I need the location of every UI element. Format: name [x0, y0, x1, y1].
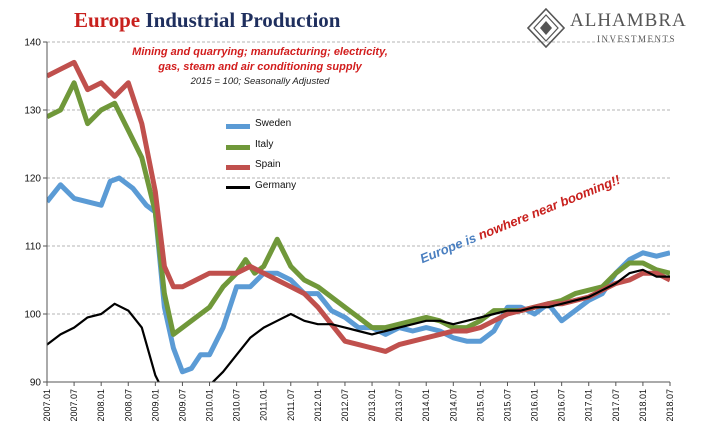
subtitle-line-1: Mining and quarrying; manufacturing; ele…	[132, 46, 388, 58]
logo-name: ALHAMBRA	[570, 10, 687, 31]
legend-label-sweden: Sweden	[255, 118, 292, 129]
legend-swatch-germany	[226, 185, 250, 189]
logo-tagline: INVESTMENTS	[597, 34, 676, 44]
x-tick-label: 2015.07	[502, 389, 512, 422]
x-tick-label: 2014.01	[421, 389, 431, 422]
x-tick-label: 2017.01	[584, 389, 594, 422]
x-tick-label: 2010.01	[205, 389, 215, 422]
y-tick-label: 140	[24, 38, 41, 49]
x-tick-label: 2018.01	[638, 389, 648, 422]
x-tick-label: 2014.07	[448, 389, 458, 422]
y-tick-label: 130	[24, 106, 41, 117]
x-tick-label: 2010.07	[232, 389, 242, 422]
x-tick-label: 2013.01	[367, 389, 377, 422]
series-line-sweden	[47, 175, 670, 375]
chart-subtitle: Mining and quarrying; manufacturing; ele…	[80, 45, 440, 75]
x-tick-label: 2018.07	[665, 389, 675, 422]
x-tick-label: 2013.07	[394, 389, 404, 422]
x-tick-label: 2007.07	[69, 389, 79, 422]
legend-swatch-italy	[226, 144, 250, 150]
x-tick-label: 2011.01	[259, 389, 269, 421]
title-part-2: Industrial Production	[140, 8, 341, 32]
alhambra-logo: ALHAMBRA INVESTMENTS	[527, 6, 697, 50]
legend-swatch-sweden	[226, 124, 250, 129]
x-tick-label: 2009.07	[177, 389, 187, 422]
x-tick-label: 2007.01	[42, 389, 52, 422]
y-tick-label: 100	[24, 310, 41, 321]
x-tick-label: 2015.01	[475, 389, 485, 422]
x-tick-label: 2011.07	[286, 389, 296, 421]
y-tick-label: 110	[25, 242, 41, 253]
x-tick-label: 2008.01	[96, 389, 106, 422]
diamond-logo-icon	[527, 8, 565, 48]
chart-note: 2015 = 100; Seasonally Adjusted	[190, 76, 330, 87]
subtitle-line-2: gas, steam and air conditioning supply	[158, 61, 362, 73]
title-part-1: Europe	[74, 8, 141, 32]
x-tick-label: 2012.01	[313, 389, 323, 422]
y-tick-label: 90	[30, 378, 42, 389]
x-tick-label: 2012.07	[340, 389, 350, 422]
x-tick-label: 2017.07	[611, 389, 621, 422]
x-tick-label: 2008.07	[123, 389, 133, 422]
x-tick-label: 2016.07	[557, 389, 567, 422]
y-tick-label: 120	[24, 174, 41, 185]
legend-swatch-spain	[226, 165, 250, 170]
legend-label-italy: Italy	[255, 138, 274, 150]
series-line-germany	[47, 268, 670, 382]
chart-title: Europe Industrial Production	[74, 8, 340, 33]
x-tick-label: 2016.01	[530, 389, 540, 422]
legend-label-spain: Spain	[255, 159, 281, 170]
x-tick-label: 2009.01	[150, 389, 160, 422]
legend-label-germany: Germany	[255, 179, 297, 191]
